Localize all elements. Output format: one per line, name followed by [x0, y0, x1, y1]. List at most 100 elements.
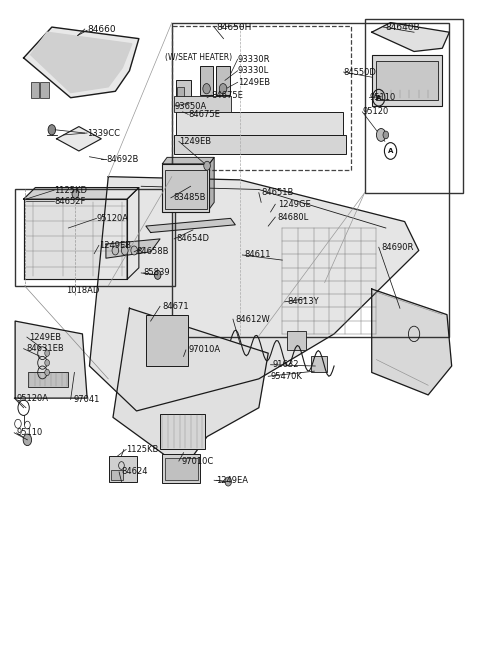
Text: 95120: 95120	[362, 107, 388, 117]
Text: 95470K: 95470K	[271, 372, 302, 381]
Bar	[177, 81, 191, 109]
Bar	[109, 456, 137, 481]
Polygon shape	[24, 187, 139, 199]
Bar	[372, 55, 442, 106]
Circle shape	[23, 434, 32, 445]
Text: 84652F: 84652F	[54, 196, 85, 206]
Polygon shape	[57, 126, 101, 151]
Text: 84675E: 84675E	[212, 90, 244, 100]
Text: 93650A: 93650A	[174, 102, 206, 111]
Bar	[28, 373, 68, 386]
Bar	[178, 87, 184, 103]
Text: 84658B: 84658B	[136, 247, 169, 256]
Polygon shape	[127, 187, 139, 279]
Bar	[287, 331, 306, 350]
Text: 1125KB: 1125KB	[126, 445, 158, 454]
Polygon shape	[113, 309, 268, 469]
Text: 85839: 85839	[144, 269, 170, 278]
Polygon shape	[209, 157, 214, 209]
Bar	[311, 356, 327, 373]
Text: A: A	[376, 95, 382, 101]
Circle shape	[45, 350, 49, 356]
Text: 84611: 84611	[245, 250, 271, 259]
Bar	[172, 22, 449, 337]
Text: 97010C: 97010C	[181, 457, 214, 466]
Text: 91632: 91632	[273, 360, 300, 369]
Text: (W/SEAT HEATER): (W/SEAT HEATER)	[165, 54, 232, 62]
Text: 1249EA: 1249EA	[216, 476, 249, 485]
Polygon shape	[24, 199, 127, 279]
Text: 93330L: 93330L	[238, 66, 269, 75]
Bar	[365, 20, 464, 193]
Polygon shape	[106, 239, 160, 258]
Circle shape	[219, 84, 227, 94]
Bar	[40, 82, 48, 98]
Text: 1339CC: 1339CC	[87, 128, 120, 138]
Text: 1249EB: 1249EB	[99, 241, 131, 250]
Polygon shape	[372, 289, 452, 395]
Text: 93330R: 93330R	[238, 54, 270, 64]
Bar	[160, 414, 205, 449]
Polygon shape	[24, 27, 139, 98]
Text: 84624: 84624	[121, 468, 148, 476]
Bar	[162, 164, 209, 212]
Text: 1249GE: 1249GE	[277, 200, 311, 209]
Text: 84660: 84660	[87, 24, 116, 33]
Circle shape	[155, 271, 161, 279]
Circle shape	[48, 124, 56, 135]
Text: 84680L: 84680L	[277, 213, 309, 221]
Bar	[376, 61, 438, 100]
Text: 95110: 95110	[16, 428, 43, 438]
Text: 97041: 97041	[73, 395, 99, 404]
Text: 83485B: 83485B	[173, 193, 206, 202]
Bar	[146, 314, 188, 366]
Bar	[172, 26, 350, 170]
Text: 84671: 84671	[162, 302, 189, 311]
Polygon shape	[162, 157, 214, 164]
Text: 84550D: 84550D	[344, 67, 376, 77]
Text: 1249EB: 1249EB	[238, 78, 270, 87]
Text: 84654D: 84654D	[177, 234, 209, 244]
Bar	[15, 189, 175, 286]
Text: 1018AD: 1018AD	[66, 286, 99, 295]
Circle shape	[383, 131, 389, 139]
Circle shape	[225, 477, 231, 486]
Text: 84651B: 84651B	[261, 188, 294, 197]
Circle shape	[131, 246, 137, 255]
Text: 84631EB: 84631EB	[26, 344, 64, 353]
Polygon shape	[146, 218, 235, 233]
Bar	[111, 470, 123, 479]
Polygon shape	[15, 321, 87, 398]
Circle shape	[45, 369, 49, 375]
Bar	[165, 458, 198, 480]
Bar	[165, 170, 207, 209]
Circle shape	[204, 161, 210, 170]
Text: 95120A: 95120A	[16, 394, 48, 403]
Text: 84613Y: 84613Y	[287, 297, 319, 307]
Text: 84675E: 84675E	[188, 110, 220, 119]
Text: 84640B: 84640B	[386, 22, 420, 31]
Circle shape	[121, 246, 128, 255]
Text: A: A	[388, 148, 393, 154]
Polygon shape	[31, 32, 132, 92]
Bar	[31, 82, 39, 98]
Text: 84612W: 84612W	[235, 314, 270, 324]
Text: 84690R: 84690R	[381, 243, 413, 252]
Bar	[174, 96, 230, 113]
Text: 95110: 95110	[370, 93, 396, 102]
Circle shape	[112, 246, 119, 255]
Bar	[174, 135, 346, 154]
Text: 97010A: 97010A	[188, 345, 220, 354]
Text: 1249EB: 1249EB	[179, 137, 211, 146]
Polygon shape	[372, 22, 449, 52]
Text: 1125KD: 1125KD	[54, 185, 87, 195]
Bar	[162, 454, 200, 483]
Circle shape	[45, 360, 49, 366]
Circle shape	[203, 84, 210, 94]
Text: 84650H: 84650H	[216, 22, 252, 31]
Circle shape	[72, 189, 79, 198]
Circle shape	[376, 128, 386, 141]
Text: 1249EB: 1249EB	[29, 333, 61, 342]
Bar	[216, 66, 229, 95]
Text: 84692B: 84692B	[106, 155, 138, 164]
